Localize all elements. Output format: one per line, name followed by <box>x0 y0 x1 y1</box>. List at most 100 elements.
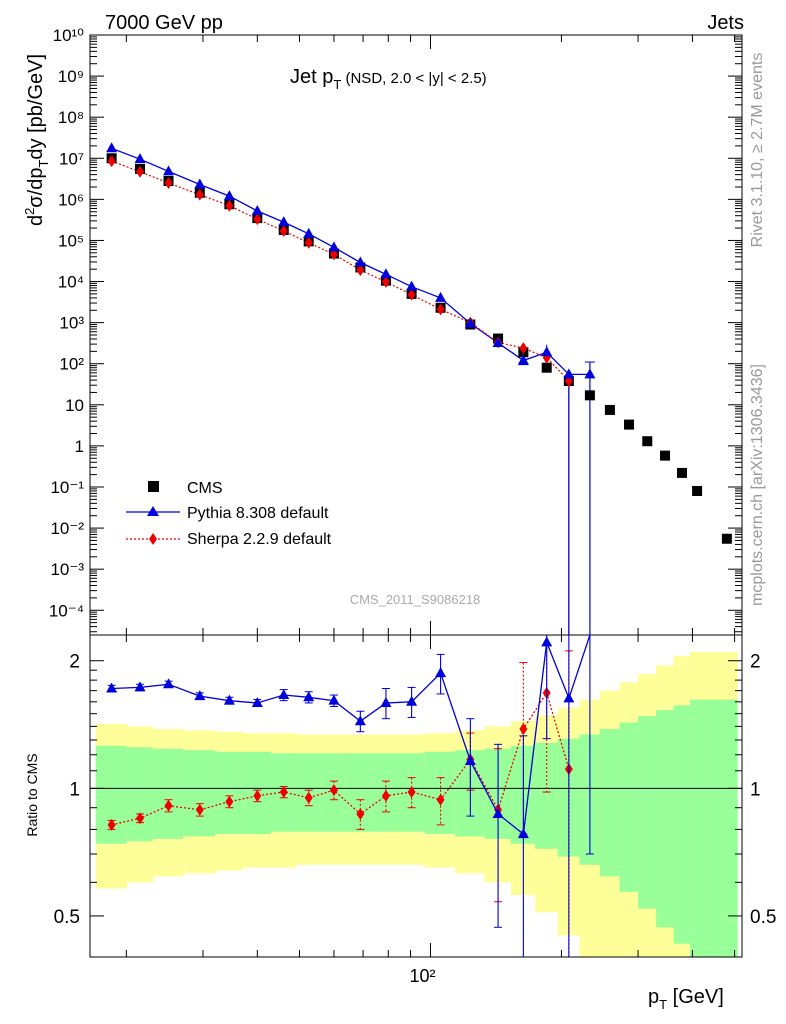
ratio-y-tick-label-right: 1 <box>750 779 761 800</box>
pythia-data-point <box>251 205 263 216</box>
sherpa-ratio-point <box>519 723 528 736</box>
sherpa-ratio-point <box>407 786 416 799</box>
sherpa-ratio-point <box>279 786 288 799</box>
pythia-data-point <box>435 291 447 302</box>
pythia-data-point <box>492 336 504 347</box>
ratio-band-inner <box>424 751 456 835</box>
pythia-ratio-point <box>106 682 118 693</box>
pythia-ratio-point <box>278 689 290 700</box>
sherpa-main-line <box>111 160 570 382</box>
pythia-data-point <box>517 354 529 365</box>
cms-data-point <box>721 533 732 544</box>
sherpa-data-point <box>164 177 173 190</box>
legend: CMS Pythia 8.308 default Sherpa 2.2.9 de… <box>126 480 332 548</box>
sherpa-data-point <box>279 224 288 237</box>
sherpa-ratio-point <box>436 793 445 806</box>
ratio-band-inner <box>706 699 723 957</box>
sherpa-data-point <box>225 199 234 212</box>
pythia-ratio-point <box>251 696 263 707</box>
ratio-y-axis-label: Ratio to CMS <box>24 753 40 836</box>
main-y-tick-label: 10⁻³ <box>50 560 84 579</box>
legend-cms-label: CMS <box>187 480 223 497</box>
pythia-data-point <box>464 317 476 328</box>
pythia-ratio-point <box>303 691 315 702</box>
ratio-y-tick-label-right: 2 <box>750 652 761 673</box>
sherpa-ratio-point <box>164 799 173 812</box>
pythia-data-point <box>563 368 575 379</box>
cms-data-point <box>624 419 635 430</box>
sherpa-data-point <box>407 288 416 301</box>
pythia-ratio-point <box>406 695 418 706</box>
pythia-data-point <box>106 142 118 153</box>
rivet-label: Rivet 3.1.10, ≥ 2.7M events <box>749 53 766 248</box>
main-y-tick-label: 10⁹ <box>58 67 84 86</box>
main-y-tick-label: 10 <box>65 396 84 415</box>
ratio-band-inner <box>673 705 691 944</box>
chart-title: Jet pT (NSD, 2.0 < |y| < 2.5) <box>290 66 487 92</box>
pythia-ratio-point <box>134 681 146 692</box>
cms-data-point <box>541 362 552 373</box>
ratio-plot-frame <box>89 634 743 958</box>
pythia-data-point <box>354 256 366 267</box>
legend-sherpa-marker <box>149 533 157 545</box>
pythia-main-line <box>111 147 590 376</box>
pythia-data-point <box>303 227 315 238</box>
watermark: CMS_2011_S9086218 <box>350 592 481 607</box>
pythia-data-point <box>328 241 340 252</box>
sherpa-data-point <box>136 165 145 178</box>
pythia-data-point <box>380 268 392 279</box>
cms-data-point <box>604 404 615 415</box>
ratio-band-inner <box>638 716 657 909</box>
cms-data-point <box>660 450 671 461</box>
pythia-data-point <box>278 216 290 227</box>
pythia-ratio-point <box>354 715 366 726</box>
pythia-ratio-point <box>328 694 340 705</box>
main-y-tick-label: 10⁵ <box>58 231 84 250</box>
cms-data-point <box>642 436 653 447</box>
sherpa-ratio-point <box>195 803 204 816</box>
ratio-band-inner <box>599 729 621 877</box>
mcplots-label: mcplots.cern.ch [arXiv:1306.3436] <box>749 364 766 606</box>
pythia-ratio-point <box>194 690 206 701</box>
main-y-tick-label: 1 <box>75 437 84 456</box>
header-left: 7000 GeV pp <box>105 12 223 34</box>
ratio-band-inner <box>690 699 707 957</box>
main-y-tick-label: 10¹⁰ <box>53 26 85 45</box>
sherpa-ratio-point <box>356 807 365 820</box>
main-y-tick-label: 10⁶ <box>58 190 84 209</box>
ratio-y-tick-label: 2 <box>69 652 80 673</box>
cms-data-point <box>584 390 595 401</box>
ratio-band-inner <box>619 722 639 892</box>
sherpa-data-point <box>381 275 390 288</box>
pythia-ratio-point <box>541 636 553 647</box>
ratio-band-inner <box>535 742 559 849</box>
sherpa-data-point <box>195 188 204 201</box>
ratio-band-inner <box>215 751 244 835</box>
main-y-tick-label: 10⁷ <box>59 149 84 168</box>
sherpa-ratio-point <box>304 791 313 804</box>
legend-cms-marker <box>148 481 159 492</box>
ratio-band-inner <box>152 748 184 839</box>
pythia-ratio-point <box>563 692 575 703</box>
x-axis-label: pT [GeV] <box>648 986 724 1012</box>
sherpa-ratio-point <box>136 812 145 825</box>
main-y-tick-label: 10⁴ <box>58 273 84 292</box>
pythia-ratio-point <box>380 696 392 707</box>
main-y-tick-label: 10⁸ <box>58 108 84 127</box>
sherpa-ratio-point <box>381 789 390 802</box>
main-y-axis-label: d2σ/dpTdy [pb/GeV] <box>22 54 51 226</box>
ratio-y-tick-label: 0.5 <box>54 907 80 928</box>
sherpa-data-point <box>436 303 445 316</box>
main-y-tick-label: 10⁻⁴ <box>49 601 84 620</box>
ratio-y-tick-label-right: 0.5 <box>750 907 776 928</box>
pythia-ratio-point <box>223 694 235 705</box>
sherpa-ratio-point <box>329 784 338 797</box>
sherpa-ratio-point <box>253 789 262 802</box>
sherpa-data-point <box>304 236 313 249</box>
main-y-tick-label: 10⁻² <box>50 519 84 538</box>
sherpa-data-point <box>253 213 262 226</box>
cms-data-point <box>676 467 687 478</box>
pythia-data-point <box>163 165 175 176</box>
main-y-tick-label: 10² <box>59 355 84 374</box>
